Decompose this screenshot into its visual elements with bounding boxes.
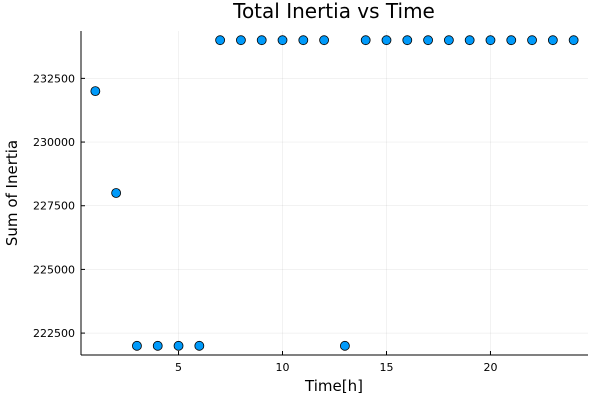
y-tick-label: 232500 bbox=[33, 72, 75, 85]
data-point bbox=[443, 35, 454, 46]
x-tick-label: 15 bbox=[379, 361, 393, 374]
data-point bbox=[381, 35, 392, 46]
data-point bbox=[527, 35, 537, 46]
x-tick-label: 20 bbox=[483, 361, 497, 374]
data-point bbox=[298, 35, 309, 46]
data-point bbox=[90, 86, 101, 97]
x-ticks: 5 10 15 20 bbox=[175, 351, 497, 374]
y-tick-label: 230000 bbox=[33, 136, 75, 149]
data-point bbox=[173, 340, 184, 351]
data-point bbox=[236, 35, 246, 46]
data-point bbox=[485, 35, 496, 46]
y-axis-label: Sum of Inertia bbox=[3, 140, 21, 246]
data-point bbox=[339, 340, 350, 351]
data-point bbox=[423, 35, 433, 46]
x-tick-label: 10 bbox=[276, 361, 290, 374]
data-point bbox=[111, 188, 122, 198]
data-point bbox=[215, 35, 226, 46]
y-tick-label: 222500 bbox=[33, 327, 75, 340]
data-point bbox=[568, 35, 579, 46]
chart-title: Total Inertia vs Time bbox=[232, 0, 435, 23]
data-point bbox=[194, 340, 205, 351]
data-point bbox=[319, 35, 330, 46]
x-tick-label: 5 bbox=[175, 361, 182, 374]
data-point bbox=[152, 340, 163, 351]
data-point bbox=[402, 35, 413, 46]
axes bbox=[80, 31, 588, 356]
y-ticks: 222500 225000 227500 230000 232500 bbox=[33, 72, 85, 340]
y-tick-label: 225000 bbox=[33, 263, 75, 276]
data-point bbox=[360, 35, 371, 46]
data-point bbox=[256, 35, 267, 46]
data-point bbox=[547, 35, 558, 46]
data-point bbox=[132, 340, 142, 351]
data-point bbox=[506, 35, 517, 46]
data-point bbox=[464, 35, 475, 46]
y-tick-label: 227500 bbox=[33, 200, 75, 213]
data-point bbox=[277, 35, 288, 46]
grid bbox=[81, 31, 588, 355]
data-points bbox=[90, 35, 579, 351]
x-axis-label: Time[h] bbox=[304, 377, 363, 395]
